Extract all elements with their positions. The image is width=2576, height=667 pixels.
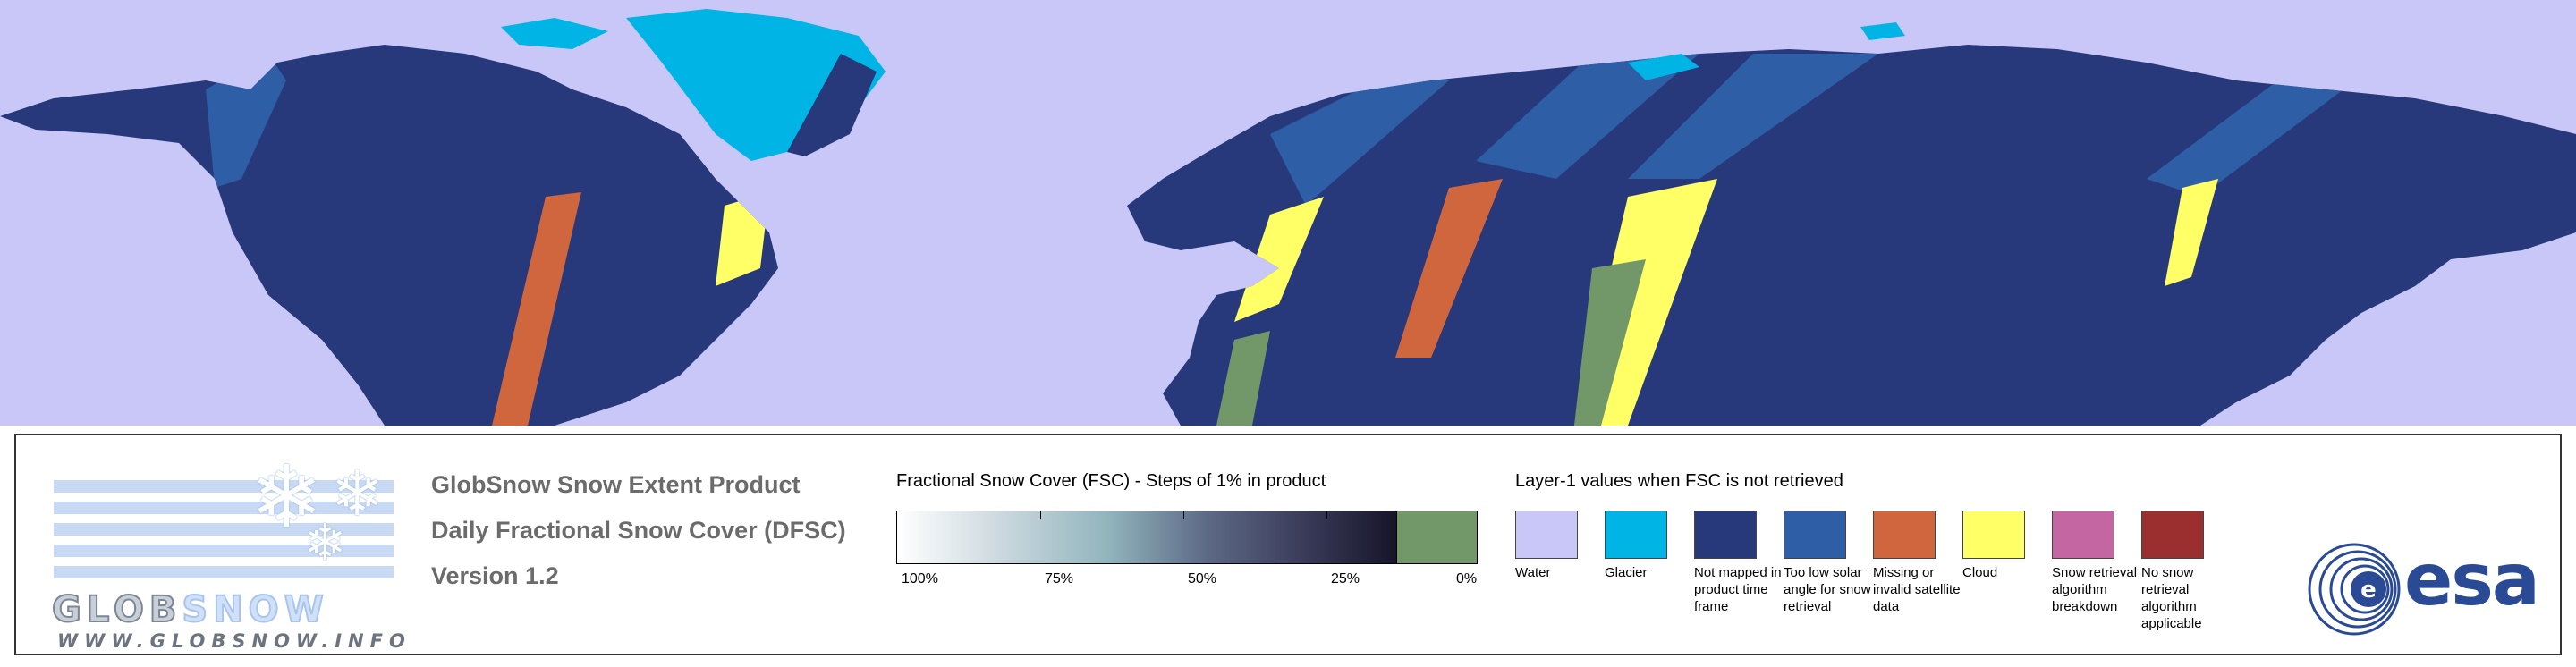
fsc-legend-title: Fractional Snow Cover (FSC) - Steps of 1… — [896, 471, 1326, 491]
legend-swatch — [1694, 511, 1757, 559]
fsc-color-bar — [896, 511, 1478, 564]
legend-item-algorithm-breakdown: Snow retrieval algorithm breakdown — [2052, 511, 2141, 615]
fsc-gradient — [897, 511, 1397, 563]
product-title: GlobSnow Snow Extent Product — [431, 471, 801, 498]
globsnow-logo: ❄ ❄ ❄ GLOBSNOW WWW.GLOBSNOW.INFO — [36, 450, 411, 653]
legend-label: Water — [1515, 565, 1551, 580]
layer1-legend: Layer-1 values when FSC is not retrieved… — [1515, 471, 2204, 631]
legend-label: No snow retrieval algorithm applicable — [2141, 565, 2202, 631]
legend-swatch — [1962, 511, 2025, 559]
legend-panel: ❄ ❄ ❄ GLOBSNOW WWW.GLOBSNOW.INFO GlobSno… — [14, 434, 2562, 655]
product-titles: GlobSnow Snow Extent Product Daily Fract… — [431, 471, 846, 608]
low-solar-band-europe — [1270, 72, 1449, 206]
legend-swatch — [1784, 511, 1846, 559]
snow-free-band-arabia — [1574, 259, 1646, 426]
legend-item-cloud: Cloud — [1962, 511, 2052, 581]
product-subtitle: Daily Fractional Snow Cover (DFSC) — [431, 517, 846, 544]
fsc-tick-label: 75% — [1045, 571, 1074, 587]
legend-label: Not mapped in product time frame — [1694, 565, 1782, 614]
severnaya-islands — [1860, 22, 1905, 40]
low-solar-band-central — [1476, 54, 1699, 179]
svg-text:e: e — [2360, 577, 2377, 604]
legend-item-low-solar-angle: Too low solar angle for snow retrieval — [1784, 511, 1873, 615]
snowflake-icon: ❄ — [304, 514, 346, 570]
fsc-legend: Fractional Snow Cover (FSC) - Steps of 1… — [896, 471, 1478, 587]
legend-label: Snow retrieval algorithm breakdown — [2052, 565, 2138, 614]
fsc-tick-label: 0% — [1456, 571, 1478, 587]
legend-swatch — [2141, 511, 2204, 559]
fsc-tick-label: 25% — [1331, 571, 1360, 587]
legend-item-not-mapped: Not mapped in product time frame — [1694, 511, 1784, 615]
legend-label: Cloud — [1962, 565, 1998, 580]
legend-item-no-algorithm: No snow retrieval algorithm applicable — [2141, 511, 2231, 632]
esa-wordmark: esa — [2404, 538, 2540, 621]
snow-cover-map — [0, 0, 2576, 426]
legend-item-missing-data: Missing or invalid satellite data — [1873, 511, 1962, 615]
website-url[interactable]: WWW.GLOBSNOW.INFO — [57, 630, 411, 652]
arctic-islands — [501, 18, 608, 49]
missing-data-band-asia — [1395, 179, 1503, 358]
legend-swatch — [1873, 511, 1936, 559]
legend-item-glacier: Glacier — [1605, 511, 1694, 581]
fsc-tick-label: 50% — [1188, 571, 1217, 587]
legend-label: Glacier — [1605, 565, 1648, 580]
snowflake-icon: ❄ — [250, 450, 323, 545]
cloud-band-europe — [1234, 197, 1324, 322]
low-solar-band-east — [2147, 72, 2343, 197]
fsc-snow-free-swatch — [1396, 511, 1477, 563]
snowflake-icon: ❄ — [331, 459, 384, 528]
legend-swatch — [1605, 511, 1667, 559]
legend-label: Too low solar angle for snow retrieval — [1784, 565, 1871, 614]
cloud-area-east — [2165, 179, 2218, 286]
map-canvas — [0, 9, 2576, 426]
legend-swatch — [1515, 511, 1578, 559]
layer1-legend-title: Layer-1 values when FSC is not retrieved — [1515, 471, 1843, 491]
legend-label: Missing or invalid satellite data — [1873, 565, 1961, 614]
greenland-low-solar — [787, 54, 877, 156]
low-solar-band-asia — [1628, 54, 1878, 179]
product-version: Version 1.2 — [431, 562, 559, 589]
missing-data-band-america — [492, 192, 581, 426]
snow-free-band-africa — [1216, 331, 1270, 426]
legend-item-water: Water — [1515, 511, 1605, 581]
low-solar-band-west — [206, 54, 286, 188]
arctic-islands-east — [1628, 54, 1699, 80]
legend-swatch — [2052, 511, 2114, 559]
esa-logo: e esa — [2306, 541, 2547, 639]
esa-emblem-icon: e — [2308, 543, 2401, 636]
globsnow-wordmark: GLOBSNOW — [51, 589, 329, 630]
fsc-tick-label: 100% — [902, 571, 938, 587]
